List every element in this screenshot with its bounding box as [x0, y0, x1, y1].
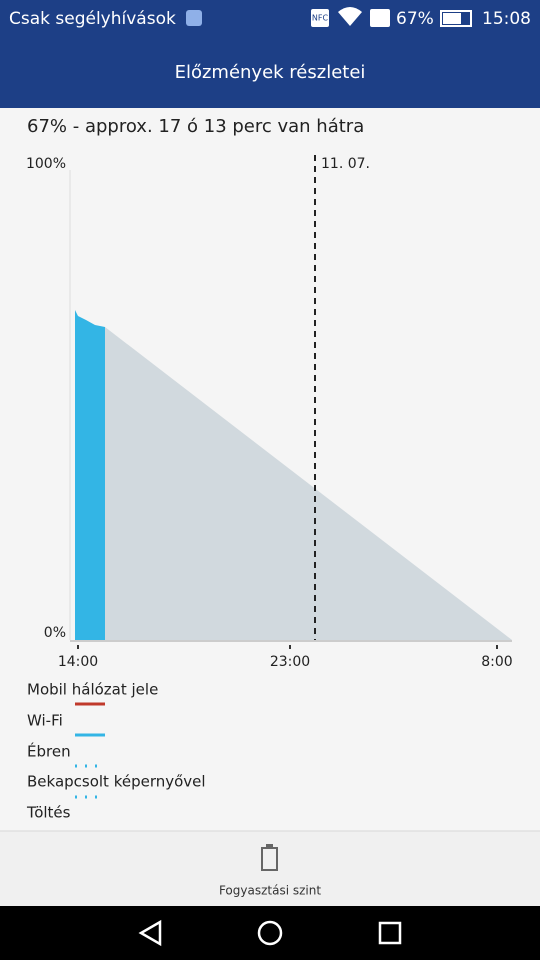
nfc-text: NFC [312, 14, 329, 23]
data-icon [370, 9, 390, 27]
projection-area [105, 327, 512, 640]
date-label: 11. 07. [321, 156, 370, 172]
summary: 67% - approx. 17 ó 13 perc van hátra [27, 116, 364, 137]
clock: 15:08 [482, 9, 531, 29]
back-button[interactable] [138, 919, 162, 947]
history-area [75, 310, 105, 640]
battery-icon [440, 10, 472, 27]
y-label: 0% [44, 625, 66, 641]
sim-icon [186, 10, 202, 26]
tab-label[interactable]: Fogyasztási szint [219, 884, 321, 898]
battery-percent: 67% [396, 9, 434, 29]
wifi-icon [338, 7, 362, 26]
recents-button[interactable] [378, 921, 402, 945]
legend-label: Mobil hálózat jele [27, 681, 158, 699]
battery-level [443, 13, 461, 24]
nav-bar [0, 906, 540, 960]
y-label: 100% [26, 156, 66, 172]
x-label: 8:00 [481, 654, 512, 670]
home-button[interactable] [257, 920, 283, 946]
legend-label: Bekapcsolt képernyővel [27, 773, 206, 791]
x-label: 14:00 [58, 654, 98, 670]
nfc-icon [311, 9, 329, 27]
legend-label: Wi-Fi [27, 712, 63, 730]
battery-tab-cap [266, 844, 273, 848]
x-label: 23:00 [270, 654, 310, 670]
tab-button[interactable]: Fogyasztási szint [219, 844, 321, 898]
legend-label: Ébren [27, 742, 71, 761]
carrier: Csak segélyhívások [9, 9, 176, 29]
page-title: Előzmények részletei [175, 62, 366, 83]
tab-bar [0, 831, 540, 906]
legend-label: Töltés [26, 804, 71, 822]
